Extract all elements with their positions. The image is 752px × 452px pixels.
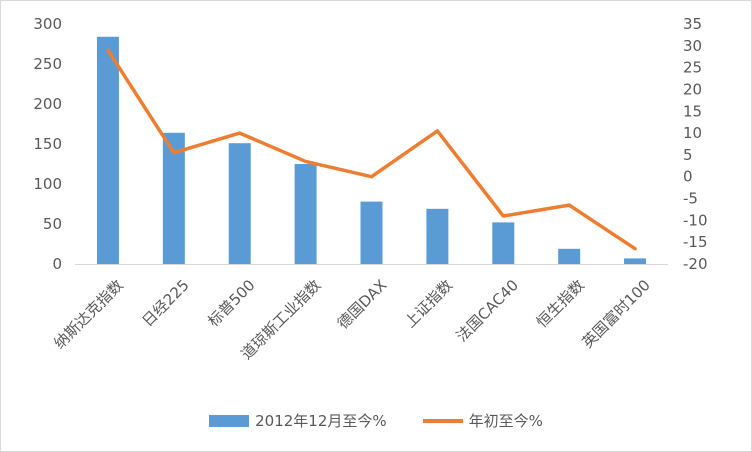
y-right-tick-label: 20 [683,80,702,98]
legend-item-bar-series: 2012年12月至今% [209,410,387,431]
legend: 2012年12月至今% 年初至今% [0,410,752,431]
y-right-tick-label: 10 [683,124,702,142]
x-tick-label: 日经225 [138,276,192,330]
y-right-tick-label: -5 [683,190,698,208]
bar [624,258,647,264]
bar [492,222,515,264]
legend-item-line-series: 年初至今% [422,410,543,431]
x-tick-label: 德国DAX [334,276,390,332]
y-right-tick-label: 25 [683,59,702,77]
bar [558,248,581,264]
legend-label-bar-series: 2012年12月至今% [255,412,387,430]
bar [294,164,317,264]
x-tick-label: 上证指数 [401,276,456,331]
bar [96,36,119,264]
y-right-tick-label: -15 [683,233,708,251]
series-line [106,48,637,251]
bar [426,208,449,264]
x-tick-label: 英国富时100 [578,276,653,351]
y-right-tick-label: 15 [683,102,702,120]
y-right-tick-label: 35 [683,15,702,33]
legend-label-line-series: 年初至今% [468,412,543,430]
legend-swatch-bar [209,414,250,427]
bar [228,143,251,264]
y-right-tick-label: 0 [683,168,693,186]
y-left-tick-label: 300 [33,15,62,33]
y-right-tick-label: -10 [683,211,708,229]
x-tick-label: 标普500 [204,276,258,330]
y-right-tick-label: 5 [683,146,693,164]
x-tick-label: 纳斯达克指数 [50,276,126,352]
y-right-tick-label: 30 [683,37,702,55]
y-left-tick-label: 250 [33,55,62,73]
y-right-tick-label: -20 [683,255,708,273]
y-left-tick-label: 50 [43,215,62,233]
legend-swatch-line [422,418,463,423]
bar [360,201,383,264]
y-left-tick-label: 150 [33,135,62,153]
bar [162,132,185,264]
x-tick-label: 法国CAC40 [453,276,522,345]
y-left-tick-label: 100 [33,175,62,193]
y-left-tick-label: 0 [52,255,62,273]
y-left-tick-label: 200 [33,95,62,113]
x-tick-label: 恒生指数 [533,276,588,331]
